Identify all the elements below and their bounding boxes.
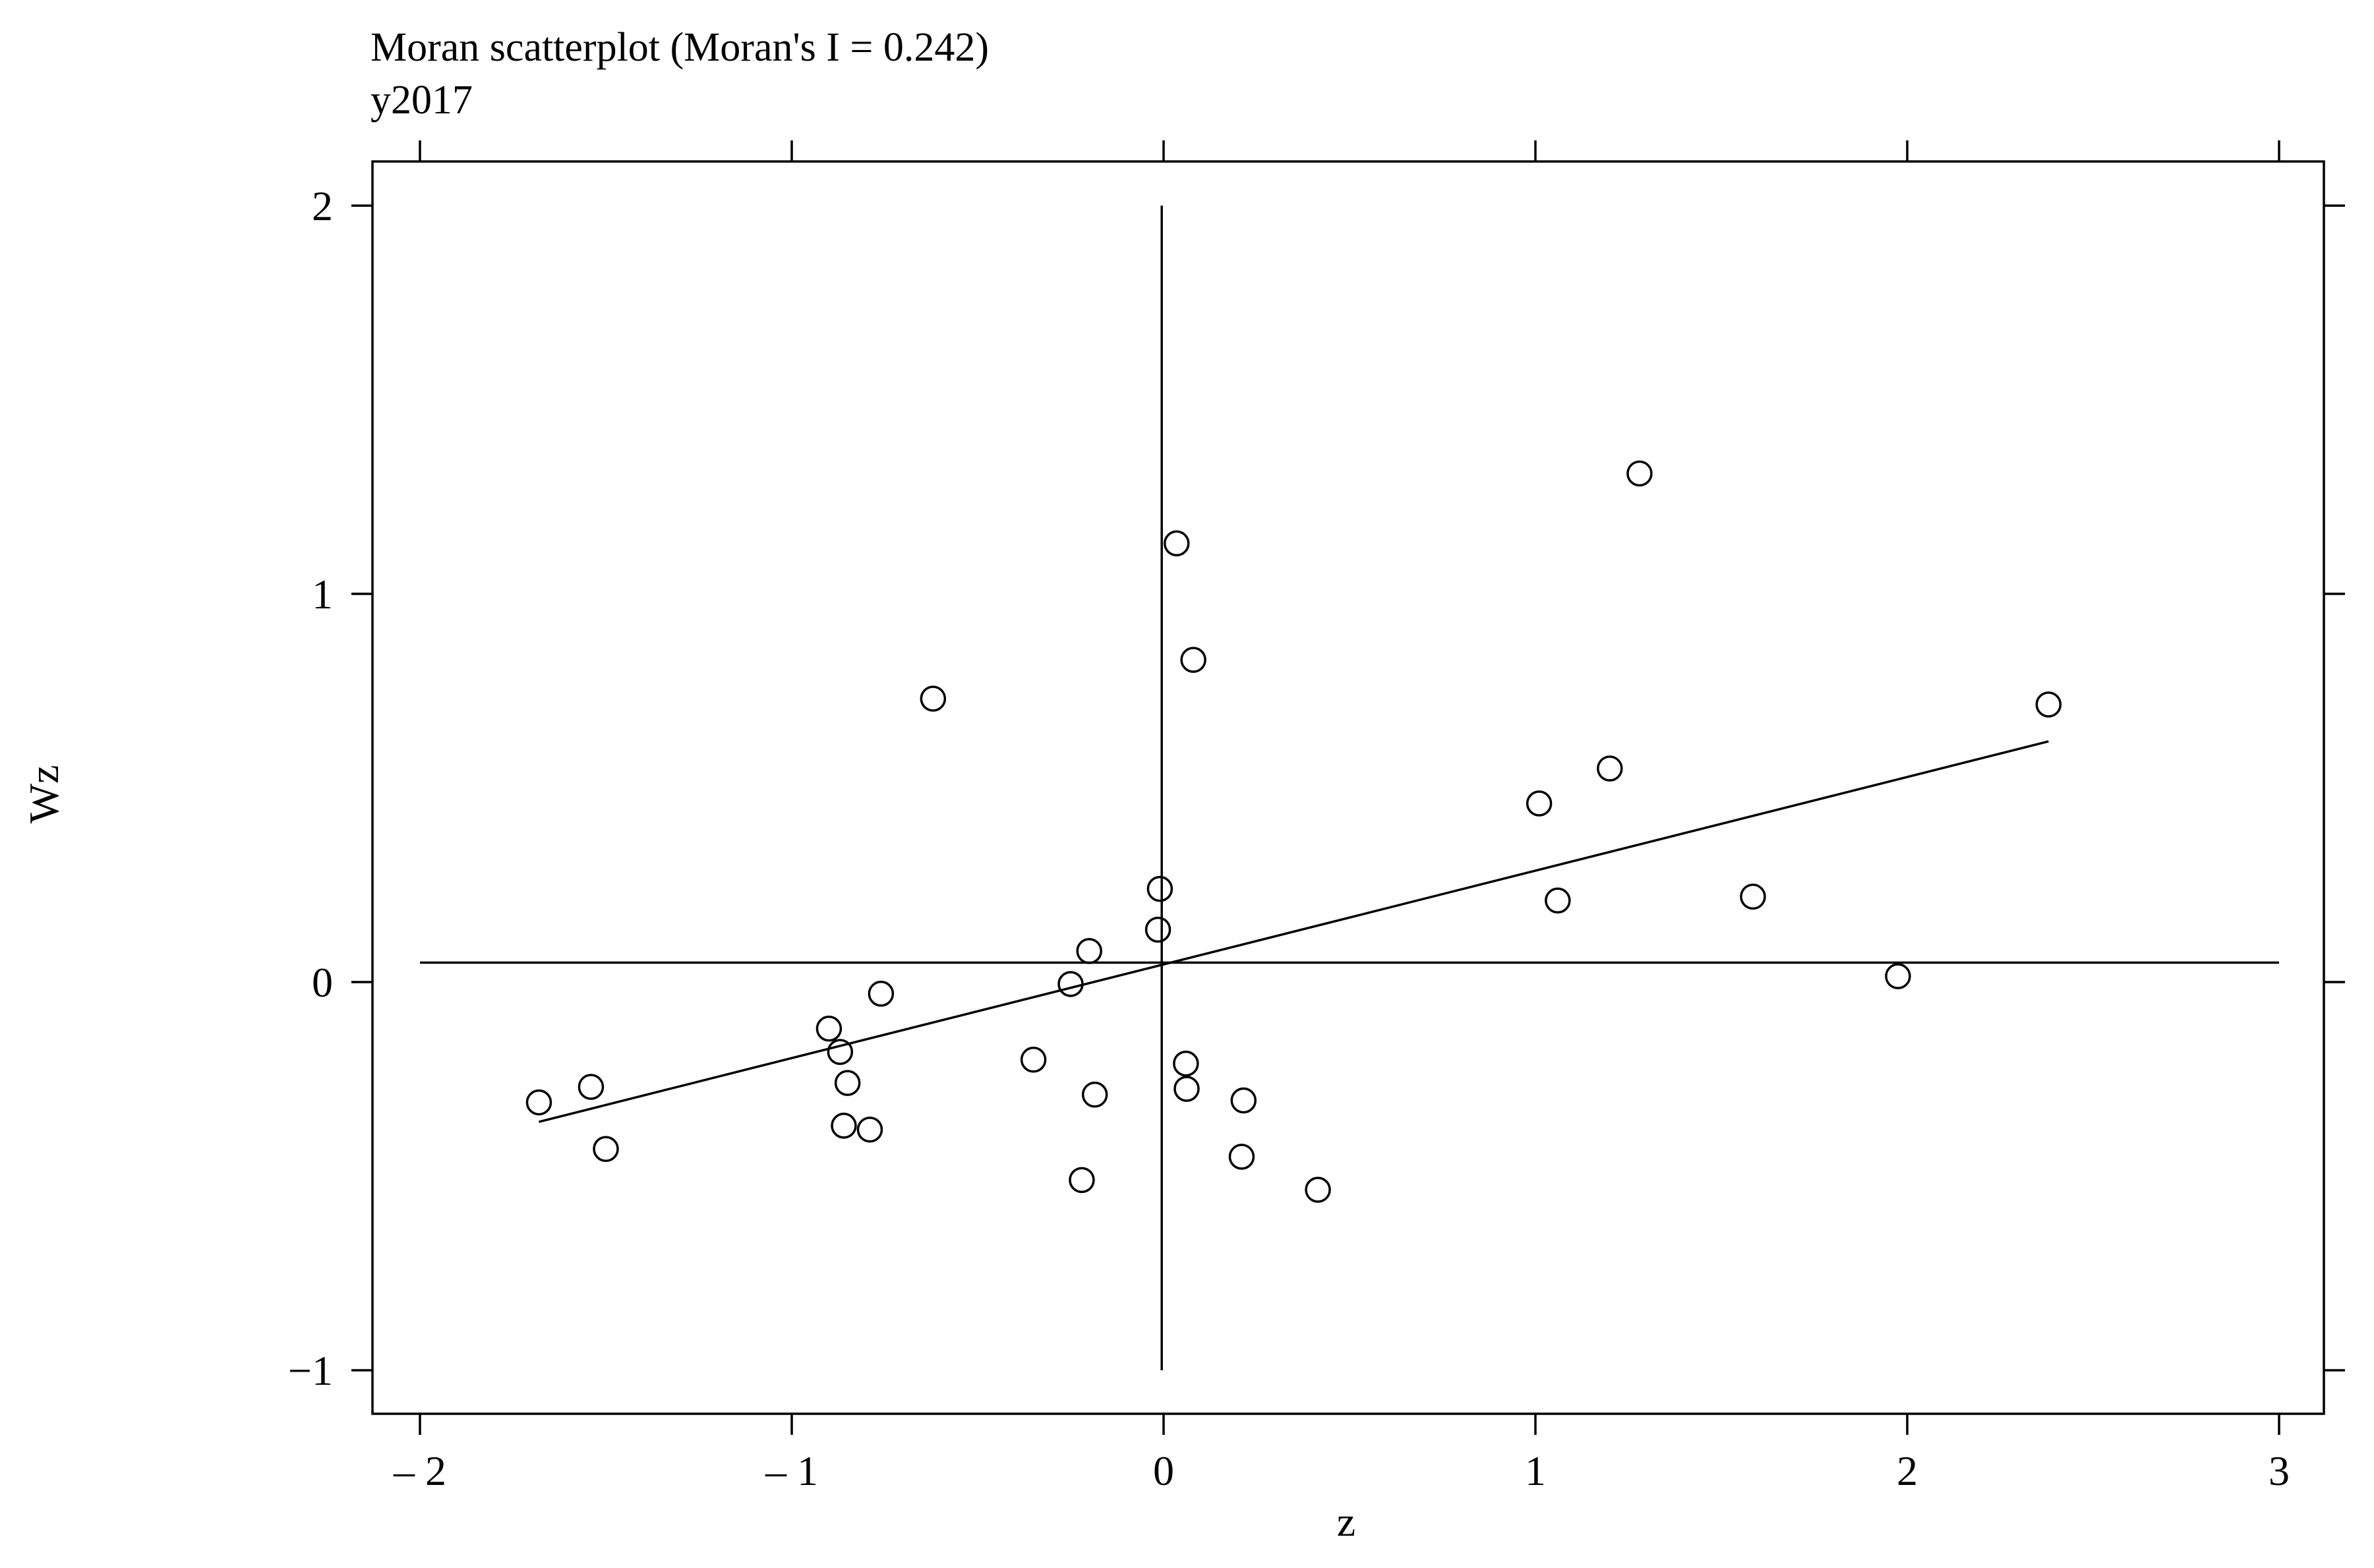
x-tick-label: – 2 (393, 1447, 446, 1494)
y-axis-label: Wz (20, 765, 67, 824)
scatter-point (1163, 530, 1190, 557)
y-tick-label: 0 (312, 959, 333, 1006)
scatter-point (1146, 875, 1173, 902)
scatter-point (1173, 1076, 1200, 1102)
scatter-point (1180, 647, 1206, 673)
scatter-point (1740, 883, 1766, 910)
scatter-point (831, 1113, 857, 1139)
scatter-point (1144, 916, 1172, 943)
x-axis-label: z (1337, 1498, 1355, 1545)
regression-line (539, 740, 2049, 1123)
x-tick-label: 3 (2269, 1447, 2290, 1494)
scatter-point (834, 1070, 861, 1096)
scatter-point (525, 1089, 552, 1116)
y-tick-label: −1 (288, 1347, 333, 1394)
chart-title: Moran scatterplot (Moran's I = 0.242) (371, 25, 989, 70)
scatter-point (578, 1074, 605, 1100)
scatter-point (1069, 1167, 1095, 1194)
scatter-point (1305, 1176, 1331, 1203)
scatter-point (1230, 1087, 1257, 1114)
plot-frame (371, 160, 2325, 1415)
scatter-point (1020, 1047, 1047, 1073)
chart-subtitle: y2017 (371, 78, 473, 123)
scatter-point (1597, 755, 1623, 782)
scatter-point (856, 1117, 883, 1143)
scatter-point (827, 1039, 854, 1065)
scatter-point (593, 1136, 619, 1163)
scatter-point (868, 980, 895, 1007)
scatter-point (816, 1015, 843, 1042)
scatter-point (1526, 790, 1553, 817)
y-tick-label: 2 (312, 183, 333, 229)
x-tick-label: 0 (1153, 1447, 1174, 1494)
x-tick-label: 2 (1897, 1447, 1918, 1494)
x-tick-label: 1 (1525, 1447, 1546, 1494)
scatter-point (1885, 963, 1911, 989)
scatter-point (1057, 971, 1084, 997)
plot-layer: – 2 – 1 0 1 2 3 −1 0 1 2 (288, 140, 2345, 1494)
scatter-point (2035, 691, 2062, 718)
scatter-point (1173, 1050, 1199, 1077)
scatter-point (920, 685, 947, 712)
scatter-point (1626, 460, 1653, 487)
y-tick-label: 1 (312, 571, 333, 618)
scatter-point (1545, 887, 1571, 914)
scatter-point (1081, 1082, 1108, 1108)
scatter-point (1076, 938, 1102, 964)
scatter-point (1228, 1144, 1255, 1170)
x-tick-label: – 1 (765, 1447, 818, 1494)
